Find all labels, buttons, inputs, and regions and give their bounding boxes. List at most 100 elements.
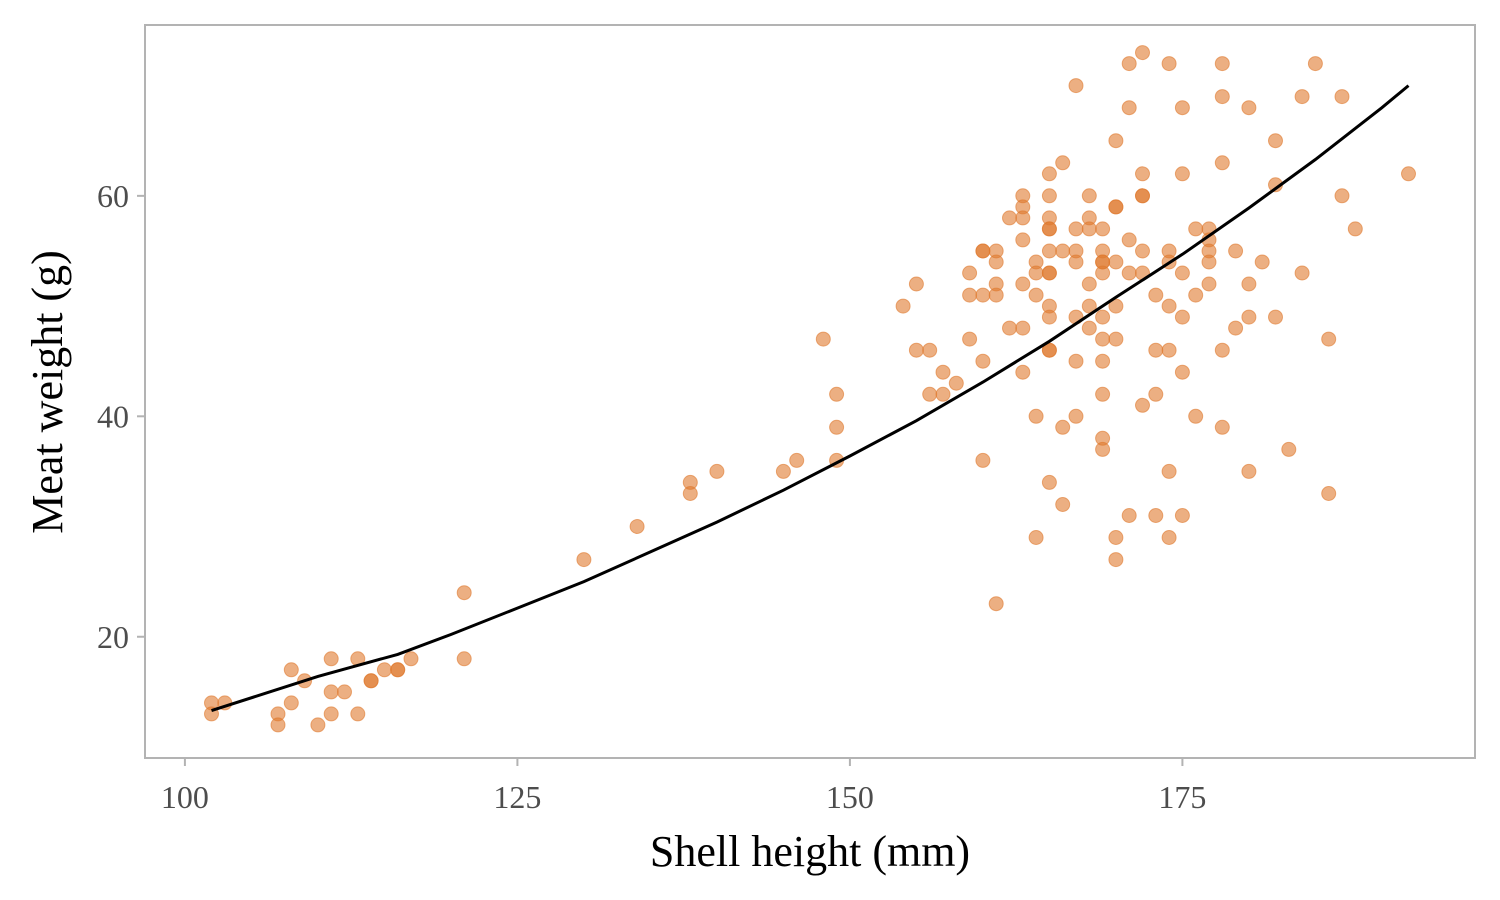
data-point	[1015, 320, 1031, 336]
x-tick-label: 100	[161, 779, 209, 815]
data-point	[1241, 276, 1257, 292]
data-point	[908, 342, 924, 358]
data-point	[1095, 353, 1111, 369]
data-point	[922, 386, 938, 402]
data-point	[962, 265, 978, 281]
data-point	[1188, 408, 1204, 424]
data-point	[1174, 508, 1190, 523]
data-point	[1028, 408, 1044, 424]
data-point	[1201, 254, 1217, 270]
data-point	[1028, 530, 1044, 545]
data-point	[1108, 298, 1124, 314]
data-point	[1081, 298, 1097, 314]
trend-line-layer	[211, 84, 1410, 713]
data-point	[1188, 221, 1204, 237]
data-point	[1228, 320, 1244, 336]
data-point	[1241, 100, 1257, 116]
data-point	[1161, 56, 1177, 72]
points-layer	[204, 45, 1416, 733]
data-point	[1161, 342, 1177, 358]
data-point	[1041, 474, 1057, 490]
data-point	[1121, 232, 1137, 248]
data-point	[323, 651, 339, 667]
data-point	[1095, 386, 1111, 402]
data-point	[962, 331, 978, 347]
data-point	[1334, 89, 1350, 105]
data-point	[1015, 232, 1031, 248]
x-tick-label: 150	[826, 779, 874, 815]
data-point	[789, 452, 805, 468]
data-point	[1095, 309, 1111, 325]
data-point	[1174, 364, 1190, 380]
data-point	[1108, 530, 1124, 545]
data-point	[1068, 353, 1084, 369]
data-point	[350, 706, 366, 722]
data-point	[988, 596, 1004, 612]
data-point	[1095, 265, 1111, 281]
data-point	[456, 651, 472, 667]
data-point	[283, 662, 299, 678]
data-point	[1214, 89, 1230, 105]
data-point	[1241, 463, 1257, 479]
trend-line	[211, 84, 1410, 713]
y-tick-label: 20	[97, 619, 129, 655]
data-point	[1294, 89, 1310, 105]
data-point	[1214, 342, 1230, 358]
data-point	[975, 452, 991, 468]
data-point	[1214, 155, 1230, 171]
data-point	[975, 243, 991, 259]
data-point	[1041, 188, 1057, 204]
data-point	[975, 353, 991, 369]
data-point	[1121, 56, 1137, 72]
data-point	[988, 287, 1004, 303]
y-axis-ticks: 20 40 60	[97, 178, 145, 655]
data-point	[935, 386, 951, 402]
data-point	[1241, 309, 1257, 325]
data-point	[1135, 188, 1150, 204]
data-point	[403, 651, 419, 667]
y-tick-label: 40	[97, 398, 129, 434]
data-point	[323, 684, 339, 700]
data-point	[1041, 342, 1057, 358]
y-axis-title: Meat weight (g)	[23, 250, 72, 533]
x-tick-label: 175	[1158, 779, 1206, 815]
data-point	[1055, 497, 1071, 512]
data-point	[363, 673, 379, 689]
data-point	[975, 287, 991, 303]
data-point	[1041, 166, 1057, 182]
data-point	[1121, 265, 1137, 281]
data-point	[1002, 210, 1017, 226]
data-point	[1214, 419, 1230, 435]
data-point	[709, 463, 725, 479]
data-point	[390, 662, 406, 678]
data-point	[682, 486, 698, 501]
data-point	[337, 684, 352, 700]
data-point	[1401, 166, 1416, 182]
data-point	[1028, 287, 1044, 303]
data-point	[1174, 265, 1190, 281]
data-point	[1174, 100, 1190, 116]
data-point	[1135, 397, 1150, 413]
plot-panel	[144, 24, 1476, 759]
data-point	[1015, 276, 1031, 292]
data-point	[283, 695, 299, 711]
data-point	[1347, 221, 1363, 237]
data-point	[1108, 331, 1124, 347]
data-point	[1148, 386, 1164, 402]
data-point	[270, 717, 286, 733]
data-point	[1095, 331, 1111, 347]
data-point	[1068, 408, 1084, 424]
data-point	[1041, 243, 1057, 259]
data-point	[376, 662, 392, 678]
data-point	[1108, 133, 1124, 149]
data-point	[1055, 419, 1071, 435]
data-point	[1148, 287, 1164, 303]
data-point	[1081, 320, 1097, 336]
data-point	[629, 519, 645, 534]
data-point	[310, 717, 326, 733]
data-point	[1002, 320, 1017, 336]
data-point	[1161, 298, 1177, 314]
data-point	[1148, 508, 1164, 523]
data-point	[1108, 254, 1124, 270]
